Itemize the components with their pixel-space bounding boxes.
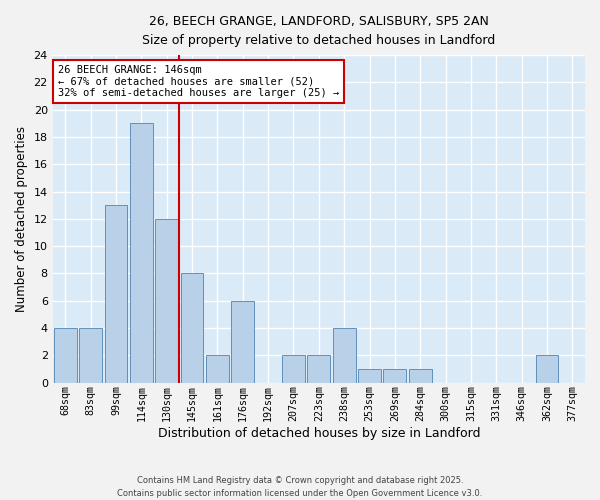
Bar <box>307 356 330 382</box>
Bar <box>54 328 77 382</box>
Bar <box>181 274 203 382</box>
Bar <box>383 369 406 382</box>
Text: 26 BEECH GRANGE: 146sqm
← 67% of detached houses are smaller (52)
32% of semi-de: 26 BEECH GRANGE: 146sqm ← 67% of detache… <box>58 65 339 98</box>
Bar <box>282 356 305 382</box>
Bar <box>155 219 178 382</box>
Text: Contains HM Land Registry data © Crown copyright and database right 2025.
Contai: Contains HM Land Registry data © Crown c… <box>118 476 482 498</box>
Bar <box>409 369 431 382</box>
Bar <box>232 301 254 382</box>
Y-axis label: Number of detached properties: Number of detached properties <box>15 126 28 312</box>
Title: 26, BEECH GRANGE, LANDFORD, SALISBURY, SP5 2AN
Size of property relative to deta: 26, BEECH GRANGE, LANDFORD, SALISBURY, S… <box>142 15 496 47</box>
Bar <box>130 124 153 382</box>
Bar <box>358 369 381 382</box>
Bar <box>206 356 229 382</box>
Bar <box>333 328 356 382</box>
X-axis label: Distribution of detached houses by size in Landford: Distribution of detached houses by size … <box>158 427 480 440</box>
Bar <box>79 328 102 382</box>
Bar <box>104 205 127 382</box>
Bar <box>536 356 559 382</box>
